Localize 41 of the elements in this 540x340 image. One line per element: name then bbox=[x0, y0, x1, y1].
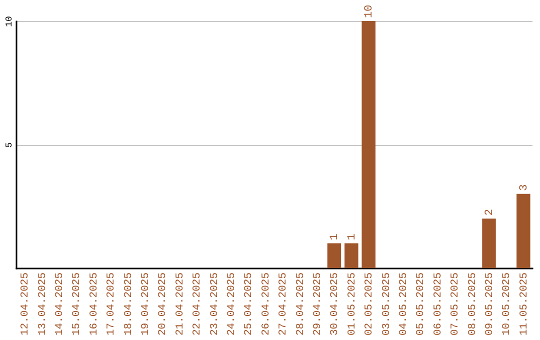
x-tick-label: 24.04.2025 bbox=[226, 272, 238, 336]
x-tick-label: 10.05.2025 bbox=[501, 272, 514, 336]
x-tick-label: 22.04.2025 bbox=[192, 272, 204, 336]
y-tick-label: 5 bbox=[4, 142, 14, 148]
x-tick-label: 02.05.2025 bbox=[364, 272, 376, 336]
x-tick-label: 13.04.2025 bbox=[36, 272, 49, 336]
x-tick-label: 19.04.2025 bbox=[140, 272, 152, 336]
x-tick-label: 29.04.2025 bbox=[312, 272, 324, 336]
x-tick-label: 01.05.2025 bbox=[346, 272, 358, 336]
x-tick-label: 11.05.2025 bbox=[518, 272, 530, 336]
x-tick-label: 12.04.2025 bbox=[20, 272, 32, 336]
bar bbox=[344, 243, 358, 268]
x-tick-label: 16.04.2025 bbox=[88, 272, 100, 336]
x-tick-label: 03.05.2025 bbox=[380, 272, 393, 336]
bar bbox=[482, 218, 496, 268]
x-tick-label: 06.05.2025 bbox=[432, 272, 444, 336]
x-tick-label: 20.04.2025 bbox=[157, 272, 170, 336]
data-label: 3 bbox=[518, 184, 530, 191]
x-tick-label: 28.04.2025 bbox=[294, 272, 307, 336]
x-tick-label: 14.04.2025 bbox=[54, 272, 66, 336]
data-label: 1 bbox=[346, 233, 358, 240]
x-tick-label: 17.04.2025 bbox=[106, 272, 118, 336]
x-tick-label: 04.05.2025 bbox=[398, 272, 410, 336]
x-tick-label: 09.05.2025 bbox=[484, 272, 496, 336]
x-tick-label: 27.04.2025 bbox=[278, 272, 290, 336]
x-tick-label: 08.05.2025 bbox=[466, 272, 479, 336]
x-tick-label: 26.04.2025 bbox=[260, 272, 272, 336]
x-tick-label: 15.04.2025 bbox=[71, 272, 84, 336]
x-tick-label: 23.04.2025 bbox=[208, 272, 221, 336]
x-tick-label: 21.04.2025 bbox=[174, 272, 186, 336]
data-label: 2 bbox=[484, 208, 496, 216]
x-tick-label: 05.05.2025 bbox=[415, 272, 428, 336]
x-tick-label: 30.04.2025 bbox=[329, 272, 342, 336]
bar bbox=[362, 21, 376, 268]
x-tick-label: 07.05.2025 bbox=[450, 272, 462, 336]
data-label: 1 bbox=[329, 233, 342, 240]
bar bbox=[327, 243, 342, 268]
bar bbox=[516, 194, 530, 268]
x-tick-label: 25.04.2025 bbox=[243, 272, 256, 336]
data-label: 10 bbox=[364, 4, 376, 18]
x-tick-label: 18.04.2025 bbox=[122, 272, 135, 336]
